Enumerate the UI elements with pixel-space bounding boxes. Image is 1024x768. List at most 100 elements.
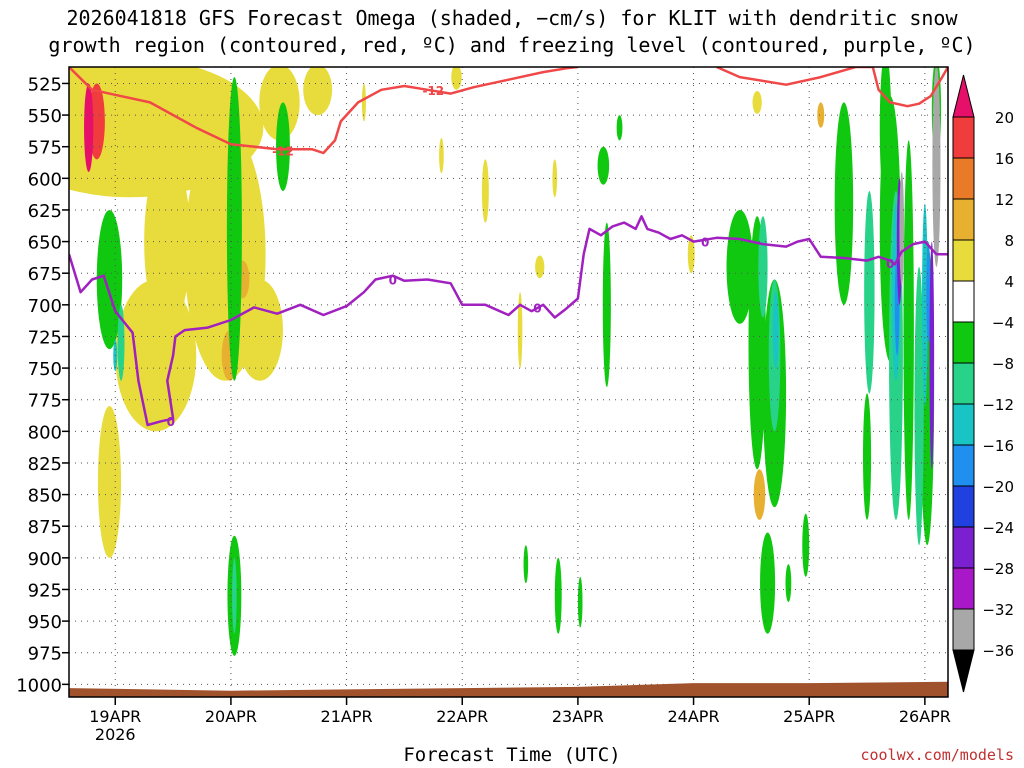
omega-green-cell <box>879 67 892 204</box>
x-axis-label: Forecast Time (UTC) <box>403 744 621 766</box>
omega-green-cell <box>862 393 872 520</box>
omega-grey-cell <box>932 67 941 267</box>
omega-green-cell <box>276 102 290 191</box>
x-tick-sublabel: 2026 <box>95 725 136 744</box>
y-tick-label: 675 <box>28 264 62 285</box>
colorbar-label: −8 <box>992 355 1014 373</box>
y-tick-label: 950 <box>28 612 62 633</box>
omega-teal-cell <box>117 304 125 381</box>
y-tick-label: 725 <box>28 327 62 348</box>
omega-yellow-cell <box>236 279 283 381</box>
omega-green-cell <box>577 576 583 628</box>
credit-text: coolwx.com/models <box>860 746 1014 764</box>
x-tick-label: 20APR <box>205 707 257 726</box>
y-tick-label: 575 <box>28 138 62 159</box>
omega-green-cell <box>834 102 854 305</box>
omega-shading-layer <box>69 67 942 656</box>
x-tick-label: 22APR <box>436 707 488 726</box>
y-tick-label: 875 <box>28 517 62 538</box>
y-tick-label: 850 <box>28 486 62 507</box>
contour-line <box>716 67 948 108</box>
y-tick-label: 900 <box>28 549 62 570</box>
y-tick-label: 1000 <box>16 675 62 696</box>
omega-cyan-cell <box>921 203 928 407</box>
omega-yellow-cell <box>752 91 762 114</box>
ground-layer <box>69 681 948 697</box>
contour-label: 0 <box>701 236 709 250</box>
contour-label: 0 <box>167 415 175 429</box>
colorbar-label: −28 <box>982 560 1014 578</box>
colorbar-label: −16 <box>982 437 1014 455</box>
colorbar-label: 20 <box>995 109 1014 127</box>
omega-green-cell <box>903 140 914 520</box>
colorbar-label: −20 <box>982 478 1014 496</box>
y-tick-label: 525 <box>28 74 62 95</box>
colorbar-label: −4 <box>992 314 1014 332</box>
omega-orange-cell <box>817 102 825 128</box>
chart-title-line-2: growth region (contoured, red, ºC) and f… <box>48 33 976 57</box>
omega-yellow-cell <box>552 159 558 198</box>
omega-green-cell <box>226 77 242 381</box>
omega-green-cell <box>602 222 611 388</box>
omega-green-cell <box>597 146 610 185</box>
x-tick-label: 21APR <box>321 707 373 726</box>
ground-surface <box>69 681 948 697</box>
omega-yellow-cell <box>144 153 191 331</box>
colorbar-top-arrow <box>952 74 975 118</box>
contour-line <box>69 215 948 427</box>
omega-yellow-cell <box>687 235 695 274</box>
colorbar-segment <box>952 526 975 569</box>
colorbar-label: 16 <box>995 150 1014 168</box>
colorbar-label: 12 <box>995 191 1014 209</box>
omega-yellow-cell <box>97 406 122 558</box>
omega-yellow-cell <box>481 159 489 223</box>
omega-yellow-cell <box>439 137 444 174</box>
omega-green-cell <box>554 557 562 634</box>
colorbar-label: −32 <box>982 601 1014 619</box>
colorbar-label: 4 <box>1004 273 1014 291</box>
colorbar-label: −24 <box>982 519 1014 537</box>
omega-green-cell <box>523 545 529 584</box>
contour-label: 0 <box>389 274 397 288</box>
y-tick-label: 975 <box>28 644 62 665</box>
colorbar-segment <box>952 608 975 651</box>
y-tick-label: 550 <box>28 106 62 127</box>
x-tick-label: 25APR <box>783 707 835 726</box>
x-tick-label: 26APR <box>899 707 951 726</box>
colorbar: 20 16 12 8 4 −4 −8 −12 −16 −20 −24 −28 −32 −36 <box>952 74 1014 693</box>
y-tick-label: 625 <box>28 201 62 222</box>
omega-blue-cell <box>926 241 931 343</box>
colorbar-segment <box>952 567 975 610</box>
colorbar-segment <box>952 239 975 282</box>
contour-line <box>69 67 579 155</box>
colorbar-segment <box>952 198 975 241</box>
omega-cyan-cell <box>772 292 779 369</box>
omega-green-cell <box>802 513 810 577</box>
y-tick-label: 650 <box>28 233 62 254</box>
omega-green-cell <box>616 115 623 141</box>
omega-green-cell <box>96 209 123 350</box>
contour-label: 0 <box>533 301 541 315</box>
omega-teal-cell <box>864 190 875 394</box>
y-tick-label: 800 <box>28 422 62 443</box>
omega-yellow-cell <box>303 67 333 116</box>
omega-grey-cell <box>899 172 905 286</box>
x-tick-label: 23APR <box>552 707 604 726</box>
colorbar-segment <box>952 280 975 323</box>
omega-green-cell <box>785 564 792 603</box>
omega-yellow-cell <box>517 292 523 369</box>
omega-yellow-cell <box>535 255 545 279</box>
colorbar-segment <box>952 485 975 528</box>
colorbar-segment <box>952 116 975 159</box>
colorbar-label: −36 <box>982 642 1014 660</box>
y-tick-label: 925 <box>28 580 62 601</box>
contour-label: -12 <box>422 84 444 98</box>
contour-label: 0 <box>886 257 894 271</box>
omega-teal-cell <box>232 557 237 634</box>
colorbar-bottom-arrow <box>952 649 975 693</box>
y-tick-label: 700 <box>28 296 62 317</box>
omega-yellow-cell <box>259 67 300 141</box>
y-tick-label: 750 <box>28 359 62 380</box>
x-tick-label: 19APR <box>89 707 141 726</box>
